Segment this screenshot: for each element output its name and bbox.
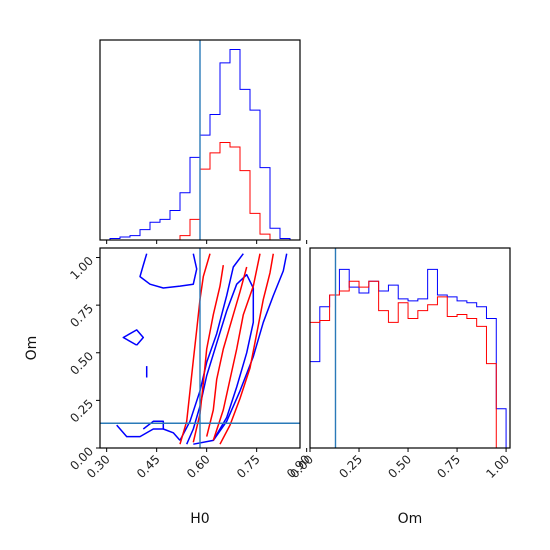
om-hist-blue-series <box>309 268 507 448</box>
contour-blue-2 <box>212 253 288 441</box>
h0-histogram-panel <box>99 39 308 244</box>
contour-lines <box>116 253 288 445</box>
contour-red-3 <box>212 253 261 441</box>
h0-tick-label: 0.75 <box>234 452 263 481</box>
h0-om-contour-panel: 0.30 0.45 0.60 0.75 0.900.000.250.500.751.00 <box>67 247 313 481</box>
om-hist-tick-label: 1.00 <box>483 452 512 481</box>
contour-red-2 <box>205 266 248 437</box>
om-hist-frame <box>309 247 511 449</box>
x-axis-label-h0: H0 <box>190 511 209 527</box>
om-histogram-panel: 0.00 0.25 0.50 0.75 1.00 <box>287 247 512 481</box>
om-tick-label: 0.50 <box>67 349 96 378</box>
contour-red-4 <box>219 253 275 445</box>
h0-tick-label: 0.60 <box>184 452 213 481</box>
om-hist-tick-label: 0.75 <box>434 452 463 481</box>
om-hist-tick-label: 0.25 <box>336 452 365 481</box>
contour-blue-6 <box>122 329 145 346</box>
contour-blue-1 <box>179 253 244 441</box>
h0-hist-frame <box>99 39 301 241</box>
om-tick-label: 1.00 <box>67 254 96 283</box>
om-hist-red-series <box>309 280 507 449</box>
om-tick-label: 0.75 <box>67 301 96 330</box>
contour-blue-3 <box>116 424 181 441</box>
y-axis-label-om: Om <box>24 336 40 361</box>
contour-red-0 <box>179 253 211 445</box>
contour-frame <box>99 247 301 449</box>
contour-blue-5 <box>139 253 198 289</box>
h0-tick-label: 0.45 <box>134 452 163 481</box>
axis-labels: H0 Om Om <box>24 336 422 527</box>
om-tick-label: 0.25 <box>67 397 96 426</box>
om-hist-tick-label: 0.50 <box>385 452 414 481</box>
contour-blue-4 <box>142 420 165 430</box>
om-hist-tick-label: 0.00 <box>287 452 316 481</box>
x-axis-label-om: Om <box>398 511 423 527</box>
